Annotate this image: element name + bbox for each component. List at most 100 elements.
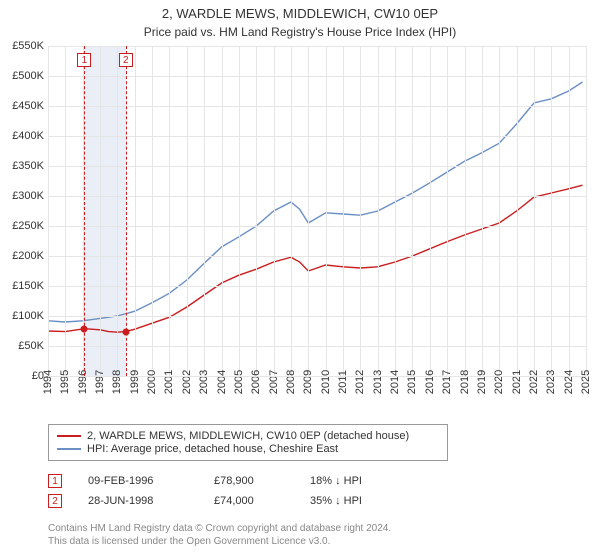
y-gridline <box>48 136 586 137</box>
x-gridline <box>291 46 292 376</box>
x-gridline <box>343 46 344 376</box>
x-tick-label: 2015 <box>406 370 418 394</box>
x-gridline <box>534 46 535 376</box>
x-tick-label: 1997 <box>94 370 106 394</box>
x-gridline <box>447 46 448 376</box>
info-row: 1 09-FEB-1996 £78,900 18% ↓ HPI <box>48 474 390 488</box>
x-gridline <box>395 46 396 376</box>
y-gridline <box>48 166 586 167</box>
x-gridline <box>48 46 49 376</box>
y-tick-label: £200K <box>0 250 44 262</box>
info-date: 09-FEB-1996 <box>88 475 188 487</box>
y-tick-label: £50K <box>0 340 44 352</box>
x-tick-label: 1996 <box>77 370 89 394</box>
x-tick-label: 2016 <box>424 370 436 394</box>
x-tick-label: 1998 <box>111 370 123 394</box>
x-tick-label: 2006 <box>250 370 262 394</box>
x-tick-label: 2000 <box>146 370 158 394</box>
x-gridline <box>569 46 570 376</box>
series-line <box>48 185 583 332</box>
x-gridline <box>169 46 170 376</box>
marker-guide-line <box>126 46 127 376</box>
chart-footer: Contains HM Land Registry data © Crown c… <box>48 522 391 548</box>
x-tick-label: 2023 <box>545 370 557 394</box>
x-tick-label: 2007 <box>268 370 280 394</box>
marker-label-box: 1 <box>77 53 91 67</box>
y-tick-label: £500K <box>0 70 44 82</box>
y-tick-label: £150K <box>0 280 44 292</box>
footer-line: This data is licensed under the Open Gov… <box>48 535 391 548</box>
info-price: £74,000 <box>214 495 284 507</box>
x-gridline <box>187 46 188 376</box>
marker-info-table: 1 09-FEB-1996 £78,900 18% ↓ HPI 2 28-JUN… <box>48 468 390 514</box>
x-tick-label: 2009 <box>302 370 314 394</box>
y-tick-label: £0 <box>0 370 44 382</box>
x-gridline <box>135 46 136 376</box>
x-gridline <box>65 46 66 376</box>
x-gridline <box>308 46 309 376</box>
x-tick-label: 2019 <box>476 370 488 394</box>
x-gridline <box>586 46 587 376</box>
chart-title: 2, WARDLE MEWS, MIDDLEWICH, CW10 0EP <box>0 0 600 23</box>
x-gridline <box>482 46 483 376</box>
info-delta: 35% ↓ HPI <box>310 495 390 507</box>
x-gridline <box>378 46 379 376</box>
x-gridline <box>499 46 500 376</box>
x-gridline <box>222 46 223 376</box>
info-row: 2 28-JUN-1998 £74,000 35% ↓ HPI <box>48 494 390 508</box>
x-tick-label: 2002 <box>181 370 193 394</box>
x-gridline <box>117 46 118 376</box>
chart-lines-svg <box>48 46 586 376</box>
chart-plot-area: 1994199519961997199819992000200120022003… <box>48 46 586 376</box>
x-tick-label: 2013 <box>372 370 384 394</box>
marker-point <box>122 328 129 335</box>
y-gridline <box>48 346 586 347</box>
x-tick-label: 2020 <box>493 370 505 394</box>
x-gridline <box>517 46 518 376</box>
y-tick-label: £550K <box>0 40 44 52</box>
legend-label: 2, WARDLE MEWS, MIDDLEWICH, CW10 0EP (de… <box>87 430 409 442</box>
x-tick-label: 1999 <box>129 370 141 394</box>
x-tick-label: 2018 <box>459 370 471 394</box>
legend-item: 2, WARDLE MEWS, MIDDLEWICH, CW10 0EP (de… <box>57 430 439 442</box>
x-gridline <box>360 46 361 376</box>
x-tick-label: 2011 <box>337 370 349 394</box>
x-tick-label: 2021 <box>511 370 523 394</box>
y-gridline <box>48 316 586 317</box>
y-tick-label: £100K <box>0 310 44 322</box>
y-tick-label: £400K <box>0 130 44 142</box>
x-tick-label: 2014 <box>389 370 401 394</box>
footer-line: Contains HM Land Registry data © Crown c… <box>48 522 391 535</box>
x-gridline <box>239 46 240 376</box>
x-tick-label: 2017 <box>441 370 453 394</box>
x-gridline <box>412 46 413 376</box>
marker-box-icon: 2 <box>48 494 62 508</box>
y-gridline <box>48 376 586 377</box>
y-tick-label: £350K <box>0 160 44 172</box>
x-gridline <box>430 46 431 376</box>
x-tick-label: 2024 <box>563 370 575 394</box>
info-price: £78,900 <box>214 475 284 487</box>
info-date: 28-JUN-1998 <box>88 495 188 507</box>
x-gridline <box>551 46 552 376</box>
legend-swatch <box>57 435 81 437</box>
x-tick-label: 2025 <box>580 370 592 394</box>
x-gridline <box>100 46 101 376</box>
x-tick-label: 2010 <box>320 370 332 394</box>
y-tick-label: £450K <box>0 100 44 112</box>
x-tick-label: 2004 <box>216 370 228 394</box>
y-gridline <box>48 226 586 227</box>
chart-legend: 2, WARDLE MEWS, MIDDLEWICH, CW10 0EP (de… <box>48 424 448 461</box>
x-gridline <box>256 46 257 376</box>
x-tick-label: 2008 <box>285 370 297 394</box>
chart-container: 2, WARDLE MEWS, MIDDLEWICH, CW10 0EP Pri… <box>0 0 600 560</box>
x-gridline <box>465 46 466 376</box>
y-gridline <box>48 76 586 77</box>
y-gridline <box>48 256 586 257</box>
x-gridline <box>326 46 327 376</box>
x-tick-label: 2022 <box>528 370 540 394</box>
x-tick-label: 1995 <box>59 370 71 394</box>
x-tick-label: 2005 <box>233 370 245 394</box>
y-gridline <box>48 46 586 47</box>
marker-label-box: 2 <box>119 53 133 67</box>
